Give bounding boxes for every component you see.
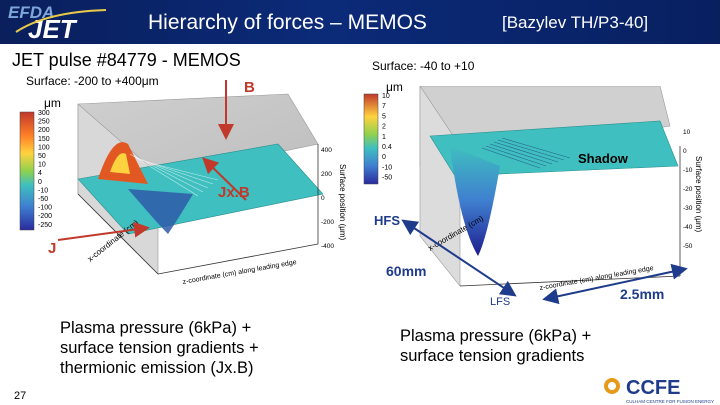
right-caption-line-2: surface tension gradients	[400, 347, 585, 365]
efda-jet-logo: EFDA JET	[8, 3, 107, 42]
right-colorbar-ticks: 10 7 5 2 1 0.4 0 -10 -50	[382, 93, 392, 182]
right-colorbar-tick-0: 10	[382, 93, 390, 100]
left-z-tick-0: 400	[321, 147, 332, 154]
left-z-tick-3: -200	[321, 219, 334, 226]
right-dip	[450, 146, 500, 256]
left-peak-core	[110, 153, 130, 174]
label-lfs: LFS	[490, 296, 511, 308]
right-colorbar-tick-5: 0.4	[382, 144, 392, 151]
left-colorbar-tick-10: -50	[38, 196, 48, 203]
label-shadow: Shadow	[578, 151, 628, 166]
left-caption-line-1: Plasma pressure (6kPa) +	[60, 319, 252, 337]
right-surface-label: Surface: -40 to +10	[372, 59, 475, 73]
right-colorbar-tick-1: 7	[382, 103, 386, 110]
width-2.5mm-arrow	[542, 263, 688, 305]
right-colorbar	[363, 93, 379, 185]
label-b: B	[244, 79, 255, 96]
label-2-5mm: 2.5mm	[620, 286, 665, 302]
left-colorbar-tick-2: 200	[38, 127, 50, 134]
left-colorbar-tick-3: 150	[38, 136, 50, 143]
left-colorbar-tick-13: -250	[38, 222, 52, 229]
right-colorbar-tick-2: 5	[382, 113, 386, 120]
right-z-ticks: 10 0 -10 -20 -30 -40 -50	[683, 129, 693, 250]
left-surface	[77, 143, 324, 235]
left-colorbar-tick-12: -200	[38, 213, 52, 220]
left-caption: Plasma pressure (6kPa) + surface tension…	[60, 318, 259, 378]
right-colorbar-tick-8: -50	[382, 175, 392, 182]
right-caption-line-1: Plasma pressure (6kPa) +	[400, 327, 592, 345]
left-colorbar-tick-11: -100	[38, 205, 52, 212]
left-unit-label: μm	[44, 96, 61, 110]
left-colorbar-tick-9: -10	[38, 187, 48, 194]
left-z-tick-4: -400	[321, 243, 334, 250]
right-z-tick-5: -40	[683, 224, 693, 231]
left-colorbar-tick-0: 300	[38, 110, 50, 117]
left-surface-range: Surface: -200 to +400	[26, 74, 142, 88]
label-hfs: HFS	[374, 213, 400, 228]
right-mesh-lines	[481, 137, 571, 169]
left-surface-unit: μm	[141, 74, 159, 88]
label-60mm: 60mm	[386, 263, 427, 279]
left-y-axis-label: z-coordinate (cm) along leading edge	[182, 259, 297, 286]
j-arrow	[57, 221, 150, 241]
pulse-label: JET pulse #84779 - MEMOS	[12, 50, 241, 70]
ccfe-logo: CCFE CULHAM CENTRE FOR FUSION ENERGY	[604, 377, 714, 404]
right-z-tick-2: -10	[683, 167, 693, 174]
left-colorbar-tick-5: 50	[38, 153, 46, 160]
left-dip	[128, 189, 193, 234]
left-colorbar-tick-4: 100	[38, 144, 50, 151]
left-surface-plot: 300250200150100501040-10-50-100-200-250 …	[19, 93, 347, 286]
right-z-axis-label: Surface position (μm)	[694, 156, 703, 233]
right-arrows	[401, 219, 688, 305]
right-colorbar-tick-7: -10	[382, 164, 392, 171]
left-caption-line-2: surface tension gradients +	[60, 339, 259, 357]
right-colorbar-tick-3: 2	[382, 124, 386, 131]
right-z-tick-3: -20	[683, 186, 693, 193]
slide-number: 27	[14, 390, 27, 402]
right-colorbar-tick-6: 0	[382, 154, 386, 161]
right-z-tick-1: 0	[683, 148, 687, 155]
left-colorbar-tick-1: 250	[38, 119, 50, 126]
header-bar: EFDA JET Hierarchy of forces – MEMOS [Ba…	[0, 0, 720, 44]
left-z-axis-label: Surface position (μm)	[338, 164, 347, 241]
label-j: J	[48, 240, 57, 257]
svg-text:CCFE: CCFE	[626, 377, 680, 399]
right-z-tick-4: -30	[683, 205, 693, 212]
svg-text:CULHAM CENTRE FOR FUSION ENERG: CULHAM CENTRE FOR FUSION ENERGY	[626, 399, 714, 404]
svg-text:EFDA: EFDA	[8, 3, 54, 22]
right-colorbar-tick-4: 1	[382, 134, 386, 141]
left-colorbar-tick-8: 0	[38, 179, 42, 186]
right-unit-label: μm	[386, 80, 403, 94]
right-surface	[429, 120, 679, 177]
jxb-arrow	[202, 157, 247, 201]
left-z-tick-2: 0	[321, 195, 325, 202]
left-z-ticks: 400 200 0 -200 -400	[321, 147, 334, 250]
right-caption: Plasma pressure (6kPa) + surface tension…	[400, 326, 591, 366]
right-z-tick-0: 10	[683, 129, 691, 136]
left-colorbar-tick-7: 4	[38, 170, 42, 177]
slide-title: Hierarchy of forces – MEMOS	[148, 11, 427, 34]
label-jxb: Jx.B	[218, 184, 250, 201]
left-caption-line-3: thermionic emission (Jx.B)	[60, 359, 254, 377]
width-60mm-arrow	[401, 219, 517, 297]
left-colorbar	[19, 111, 35, 231]
left-colorbar-tick-6: 10	[38, 162, 46, 169]
left-z-tick-1: 200	[321, 171, 332, 178]
left-surface-label: Surface: -200 to +400μm	[26, 74, 159, 88]
right-z-tick-6: -50	[683, 243, 693, 250]
left-arrows	[57, 80, 247, 241]
left-mesh-lines	[129, 153, 219, 197]
reference-label: [Bazylev TH/P3-40]	[502, 13, 649, 32]
svg-text:JET: JET	[28, 14, 78, 42]
